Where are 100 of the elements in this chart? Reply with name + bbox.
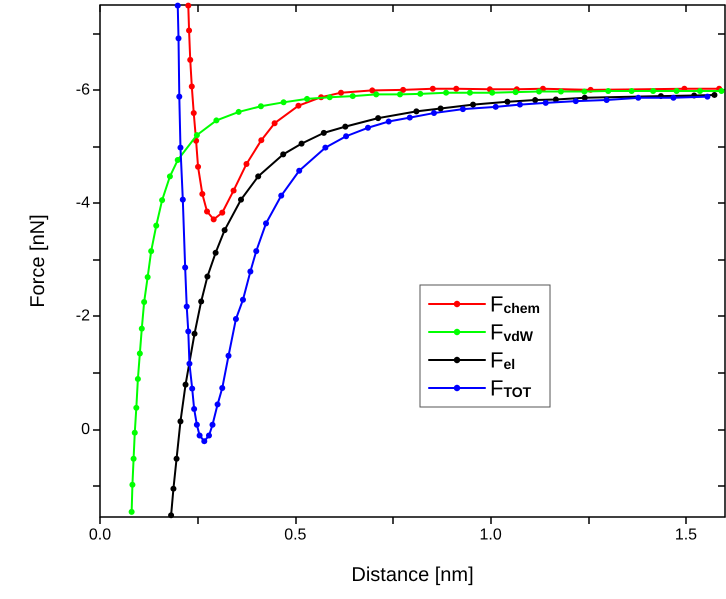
point [430, 110, 437, 116]
point [430, 86, 436, 92]
point [364, 124, 371, 131]
point [176, 94, 182, 100]
legend-label: Fel [490, 348, 516, 372]
y-axis-title: Force [nN] [27, 214, 49, 308]
point [253, 248, 260, 254]
y-tick-label: 0 [81, 420, 90, 438]
point [322, 144, 328, 151]
x-tick-label: 1.5 [674, 526, 698, 544]
point [185, 328, 192, 334]
point [136, 350, 143, 356]
point [247, 268, 254, 274]
x-tick-label: 0.0 [88, 526, 112, 544]
point [373, 91, 380, 98]
point [141, 299, 148, 306]
point [148, 248, 154, 254]
x-tick-label: 0.5 [284, 526, 307, 544]
point [342, 124, 348, 130]
point [222, 227, 228, 234]
point [400, 86, 406, 93]
point [650, 88, 656, 94]
point [219, 385, 226, 392]
point [214, 401, 221, 408]
point [604, 97, 610, 104]
point [174, 456, 180, 462]
point [159, 197, 166, 204]
point [350, 93, 356, 100]
point [489, 90, 496, 96]
point [255, 173, 262, 180]
point [697, 88, 703, 94]
point [232, 316, 239, 322]
point [338, 90, 344, 96]
point [516, 102, 523, 108]
point [195, 164, 202, 170]
point [133, 404, 140, 411]
legend-label: FvdW [490, 320, 534, 344]
point [674, 88, 680, 94]
point [460, 106, 466, 112]
point [240, 296, 246, 303]
point [304, 96, 310, 102]
point [134, 376, 141, 382]
point [320, 130, 327, 136]
point [185, 2, 192, 9]
point [186, 360, 192, 367]
point [417, 90, 424, 97]
point [213, 117, 220, 124]
point [130, 456, 137, 462]
point [296, 168, 302, 174]
point [397, 91, 403, 98]
point [196, 432, 203, 439]
point [492, 104, 499, 110]
point [182, 382, 189, 388]
point [326, 94, 333, 100]
point [704, 94, 710, 100]
point [453, 86, 460, 92]
point [186, 27, 192, 34]
point [280, 151, 286, 158]
point [386, 118, 392, 125]
y-tick-label: -6 [76, 81, 90, 98]
point [226, 352, 232, 359]
point [258, 137, 264, 144]
point [243, 160, 250, 167]
point [230, 188, 237, 194]
point [258, 103, 264, 110]
point [189, 386, 196, 392]
point [605, 88, 612, 94]
point [628, 88, 635, 94]
point [635, 94, 642, 101]
point [280, 99, 287, 106]
point [206, 432, 212, 439]
point [536, 88, 542, 95]
point [174, 157, 181, 164]
point [532, 97, 538, 104]
point [558, 88, 564, 95]
point [711, 92, 718, 98]
point [238, 196, 244, 203]
point [236, 108, 242, 115]
point [176, 35, 182, 42]
point [470, 102, 476, 108]
point [466, 90, 473, 96]
x-axis-title: Distance [nm] [351, 564, 474, 586]
point [182, 264, 188, 271]
point [572, 98, 579, 104]
point [212, 250, 219, 256]
point [129, 482, 136, 488]
point [128, 508, 135, 515]
point [295, 102, 302, 109]
legend-label: FTOT [490, 376, 532, 400]
point [170, 486, 176, 492]
point [187, 56, 194, 63]
point [192, 330, 198, 337]
point [144, 274, 151, 280]
y-tick-label: -2 [76, 308, 90, 325]
point [194, 422, 200, 428]
point [198, 298, 204, 304]
point [180, 196, 186, 203]
point [194, 132, 200, 138]
point [132, 430, 138, 436]
point [343, 133, 350, 140]
